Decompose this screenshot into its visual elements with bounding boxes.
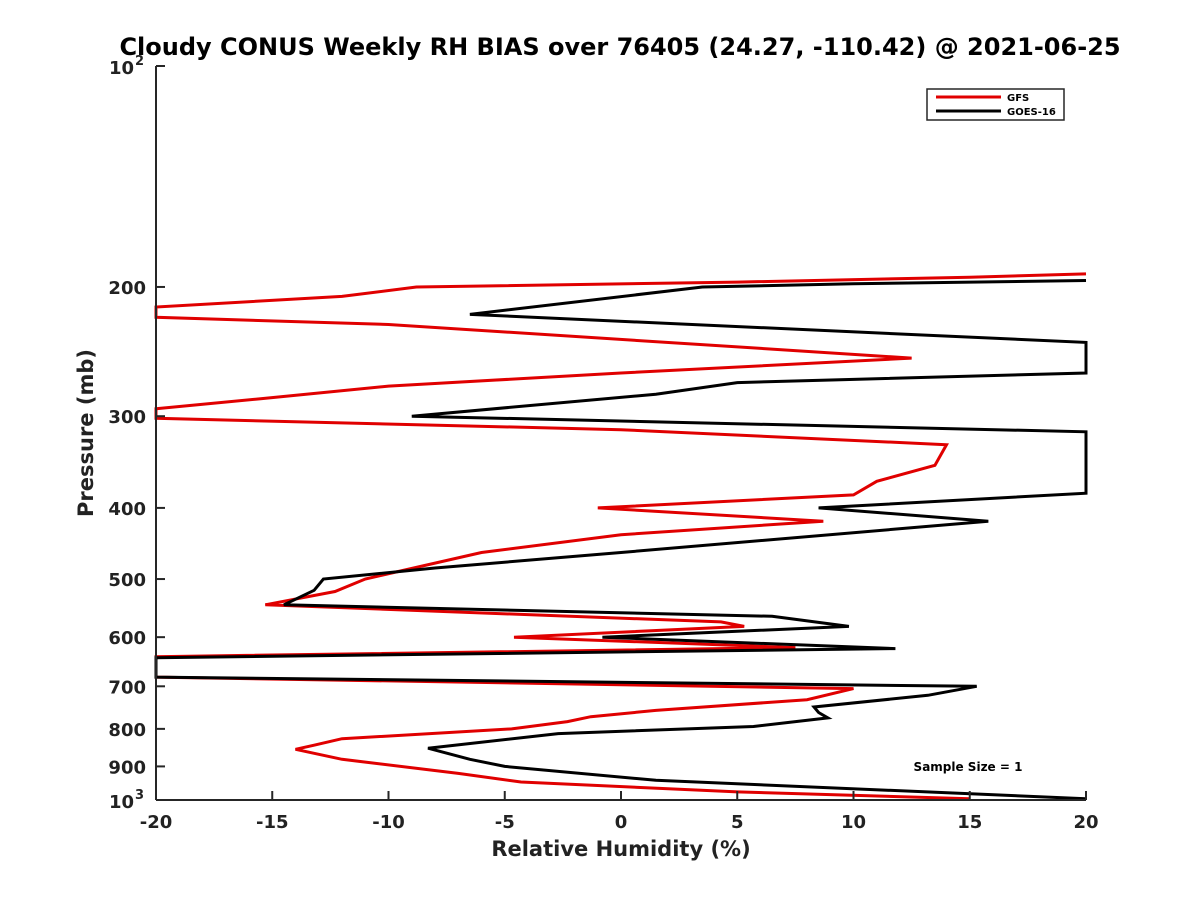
x-tick-label: 10 bbox=[841, 812, 866, 833]
chart-title: Cloudy CONUS Weekly RH BIAS over 76405 (… bbox=[119, 33, 1120, 61]
x-tick-label: 5 bbox=[731, 812, 744, 833]
y-tick-label-exponent: 2 bbox=[135, 54, 144, 69]
x-axis-label: Relative Humidity (%) bbox=[491, 837, 750, 861]
y-tick-label: 900 bbox=[108, 757, 146, 778]
y-tick-label: 200 bbox=[108, 278, 146, 299]
y-tick-label-exponent: 3 bbox=[135, 788, 144, 803]
legend-box bbox=[926, 88, 1065, 121]
y-tick-label: 400 bbox=[108, 499, 146, 520]
y-tick-label: 600 bbox=[108, 628, 146, 649]
x-tick-label: -20 bbox=[140, 812, 173, 833]
x-tick-label: -10 bbox=[372, 812, 405, 833]
y-tick-label: 700 bbox=[108, 677, 146, 698]
y-tick-label: 800 bbox=[108, 720, 146, 741]
x-tick-label: -5 bbox=[495, 812, 515, 833]
sample-size-annotation: Sample Size = 1 bbox=[914, 760, 1023, 774]
y-tick-label: 300 bbox=[108, 407, 146, 428]
x-tick-label: -15 bbox=[256, 812, 289, 833]
legend-label: GFS bbox=[1007, 93, 1029, 104]
legend: GFS GOES-16 bbox=[926, 88, 1065, 121]
series-line-gfs bbox=[154, 272, 1087, 801]
legend-label: GOES-16 bbox=[1007, 107, 1056, 118]
y-tick-label: 500 bbox=[108, 570, 146, 591]
y-axis-label: Pressure (mb) bbox=[74, 349, 98, 517]
x-tick-label: 15 bbox=[957, 812, 982, 833]
y-tick-label-base: 10 bbox=[109, 58, 134, 79]
series-line-goes-16 bbox=[154, 279, 1088, 801]
y-tick-label-base: 10 bbox=[109, 792, 134, 813]
x-tick-label: 0 bbox=[615, 812, 628, 833]
x-tick-label: 20 bbox=[1073, 812, 1098, 833]
